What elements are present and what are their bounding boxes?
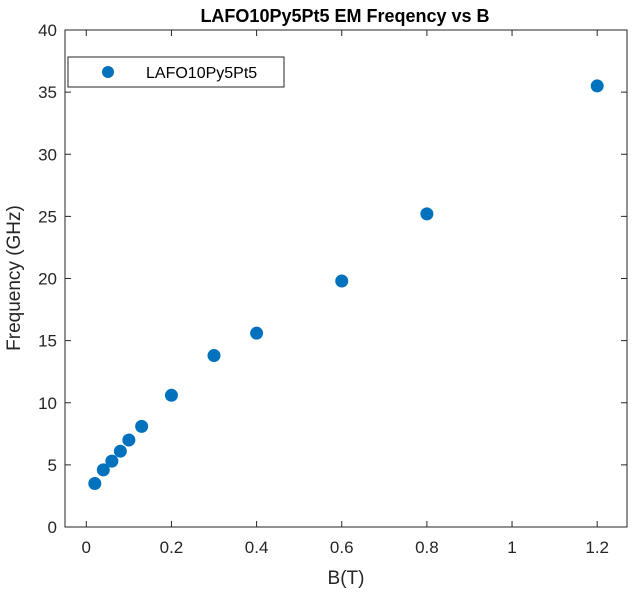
y-tick-label: 25 xyxy=(38,207,57,226)
x-tick-label: 0.4 xyxy=(245,538,269,557)
legend: LAFO10Py5Pt5 xyxy=(67,56,285,88)
data-point xyxy=(250,326,264,340)
y-axis-label: Frequency (GHz) xyxy=(4,205,25,351)
data-point xyxy=(88,477,102,491)
chart-title: LAFO10Py5Pt5 EM Freqency vs B xyxy=(200,6,489,26)
data-point xyxy=(590,79,604,93)
y-tick-label: 35 xyxy=(38,83,57,102)
x-tick-label: 0.8 xyxy=(415,538,439,557)
data-point xyxy=(105,454,119,468)
data-point xyxy=(113,444,127,458)
y-tick-label: 0 xyxy=(48,518,57,537)
data-point xyxy=(96,463,110,477)
plot-area: 0 5 10 15 20 25 30 35 40 0 0.2 0.4 0.6 0.8 1 1.2 xyxy=(38,21,628,557)
legend-marker xyxy=(102,66,114,78)
y-tick-label: 10 xyxy=(38,394,57,413)
data-points xyxy=(88,79,604,491)
data-point xyxy=(135,419,149,433)
x-axis-label: B(T) xyxy=(328,568,365,589)
y-tick-label: 15 xyxy=(38,332,57,351)
data-point xyxy=(335,274,349,288)
x-tick-label: 0.2 xyxy=(160,538,184,557)
y-tick-label: 40 xyxy=(38,21,57,40)
x-tick-label: 1 xyxy=(507,538,516,557)
y-tick-label: 5 xyxy=(48,456,57,475)
x-tick-label: 0.6 xyxy=(330,538,354,557)
data-point xyxy=(420,207,434,221)
data-point xyxy=(207,349,221,363)
y-tick-label: 20 xyxy=(38,270,57,289)
x-tick-label: 0 xyxy=(82,538,91,557)
y-tick-label: 30 xyxy=(38,145,57,164)
data-point xyxy=(122,433,136,447)
y-axis-ticks: 0 5 10 15 20 25 30 35 40 xyxy=(38,21,627,537)
legend-entry-label: LAFO10Py5Pt5 xyxy=(146,65,257,82)
x-axis-ticks: 0 0.2 0.4 0.6 0.8 1 1.2 xyxy=(82,30,609,557)
data-point xyxy=(164,388,178,402)
x-tick-label: 1.2 xyxy=(585,538,609,557)
